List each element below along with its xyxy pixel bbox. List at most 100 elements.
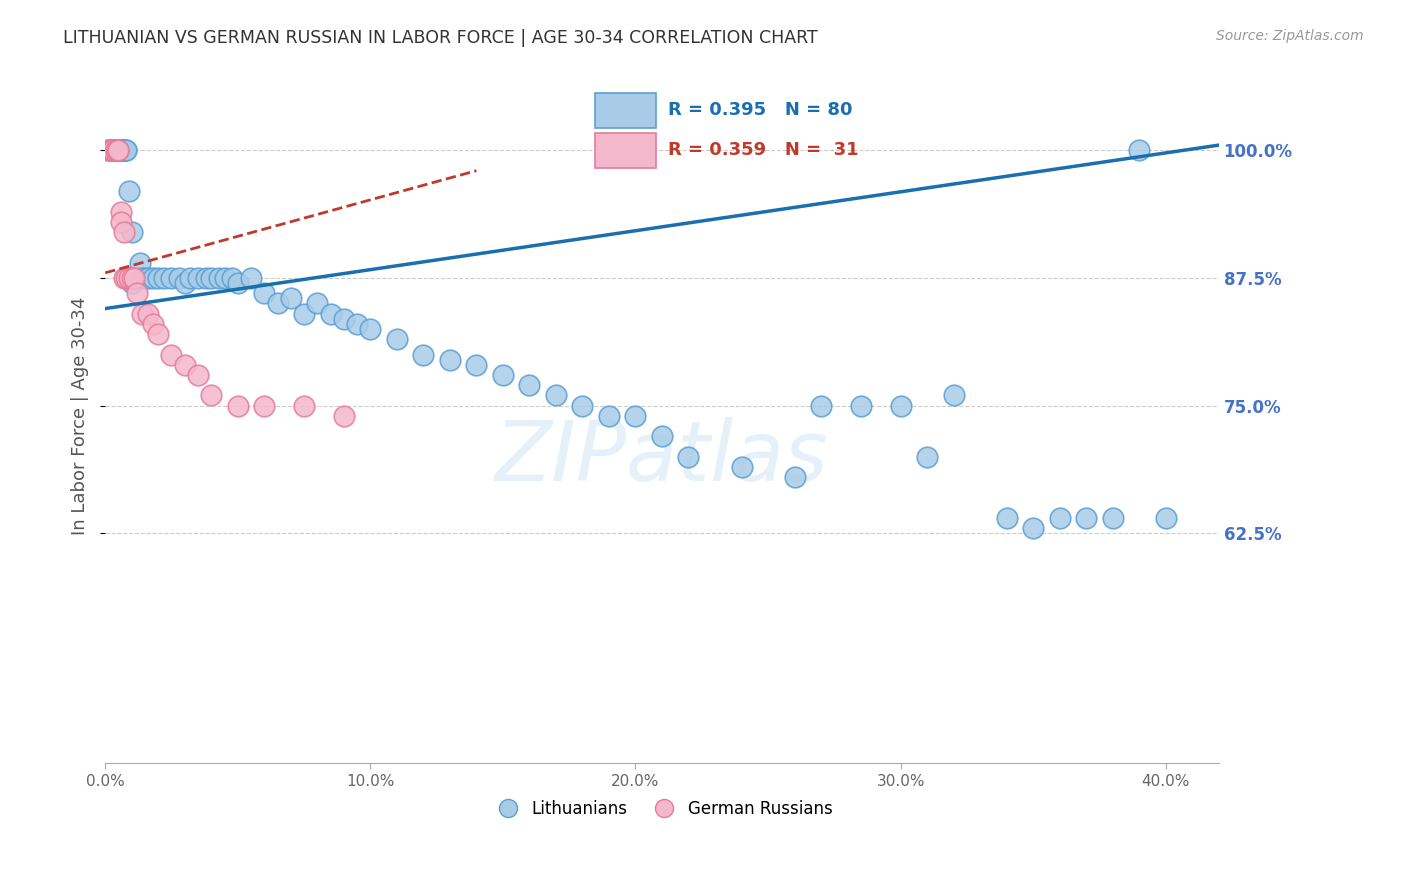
Point xyxy=(107,143,129,157)
Point xyxy=(112,225,135,239)
Point xyxy=(319,307,342,321)
Point xyxy=(160,347,183,361)
Point xyxy=(226,399,249,413)
Point xyxy=(112,143,135,157)
Point xyxy=(136,271,159,285)
Point xyxy=(194,271,217,285)
Point xyxy=(179,271,201,285)
Point xyxy=(104,143,127,157)
Point xyxy=(292,399,315,413)
Point xyxy=(97,143,120,157)
Point xyxy=(266,296,288,310)
Point xyxy=(915,450,938,464)
Point xyxy=(101,143,124,157)
Point xyxy=(1049,511,1071,525)
Point xyxy=(112,143,135,157)
Point xyxy=(118,271,141,285)
Point xyxy=(101,143,124,157)
Point xyxy=(169,271,191,285)
Point xyxy=(107,143,129,157)
Point xyxy=(492,368,515,382)
Point xyxy=(439,352,461,367)
Point xyxy=(1128,143,1150,157)
Point xyxy=(152,271,174,285)
Text: ZIPatlas: ZIPatlas xyxy=(495,417,828,498)
Point xyxy=(136,307,159,321)
Point xyxy=(107,143,129,157)
Point xyxy=(121,271,143,285)
Point xyxy=(101,143,124,157)
Text: R = 0.359   N =  31: R = 0.359 N = 31 xyxy=(668,142,858,160)
Point xyxy=(412,347,434,361)
Text: LITHUANIAN VS GERMAN RUSSIAN IN LABOR FORCE | AGE 30-34 CORRELATION CHART: LITHUANIAN VS GERMAN RUSSIAN IN LABOR FO… xyxy=(63,29,818,46)
Point xyxy=(292,307,315,321)
Point xyxy=(107,143,129,157)
Point xyxy=(1154,511,1177,525)
Point xyxy=(678,450,700,464)
Point xyxy=(280,291,302,305)
Point xyxy=(544,388,567,402)
Point xyxy=(142,317,165,331)
Point xyxy=(110,215,132,229)
Point xyxy=(100,143,122,157)
Point xyxy=(110,143,132,157)
Point xyxy=(221,271,243,285)
FancyBboxPatch shape xyxy=(595,133,657,168)
Point xyxy=(240,271,263,285)
Point xyxy=(107,143,129,157)
Point xyxy=(131,307,153,321)
Y-axis label: In Labor Force | Age 30-34: In Labor Force | Age 30-34 xyxy=(72,297,89,535)
Point xyxy=(333,311,356,326)
Text: R = 0.395   N = 80: R = 0.395 N = 80 xyxy=(668,101,852,120)
Point xyxy=(359,322,381,336)
Point xyxy=(346,317,368,331)
Point xyxy=(307,296,329,310)
Point xyxy=(104,143,127,157)
Point xyxy=(104,143,127,157)
Point xyxy=(115,271,138,285)
Point xyxy=(104,143,127,157)
Point xyxy=(783,470,806,484)
Point xyxy=(100,143,122,157)
Point xyxy=(1076,511,1098,525)
Point xyxy=(214,271,236,285)
Point xyxy=(333,409,356,423)
Point xyxy=(110,143,132,157)
Legend: Lithuanians, German Russians: Lithuanians, German Russians xyxy=(485,793,839,824)
Point xyxy=(112,271,135,285)
Point xyxy=(187,368,209,382)
Point xyxy=(107,143,129,157)
Point xyxy=(115,143,138,157)
Point xyxy=(124,271,146,285)
Point xyxy=(104,143,127,157)
Point xyxy=(121,276,143,290)
Point xyxy=(118,184,141,198)
Point xyxy=(942,388,965,402)
Point xyxy=(730,459,752,474)
Point xyxy=(598,409,620,423)
FancyBboxPatch shape xyxy=(595,93,657,128)
Point xyxy=(571,399,593,413)
Point xyxy=(1022,521,1045,535)
Point xyxy=(148,327,170,342)
Point xyxy=(810,399,832,413)
Text: Source: ZipAtlas.com: Source: ZipAtlas.com xyxy=(1216,29,1364,43)
Point xyxy=(187,271,209,285)
Point xyxy=(131,271,153,285)
Point xyxy=(173,276,195,290)
Point xyxy=(97,143,120,157)
Point xyxy=(148,271,170,285)
Point xyxy=(160,271,183,285)
Point xyxy=(125,271,148,285)
Point xyxy=(134,271,156,285)
Point xyxy=(253,399,276,413)
Point xyxy=(125,286,148,301)
Point xyxy=(995,511,1018,525)
Point xyxy=(208,271,231,285)
Point xyxy=(1101,511,1123,525)
Point xyxy=(624,409,647,423)
Point xyxy=(465,358,488,372)
Point xyxy=(385,332,408,346)
Point xyxy=(890,399,912,413)
Point xyxy=(124,271,146,285)
